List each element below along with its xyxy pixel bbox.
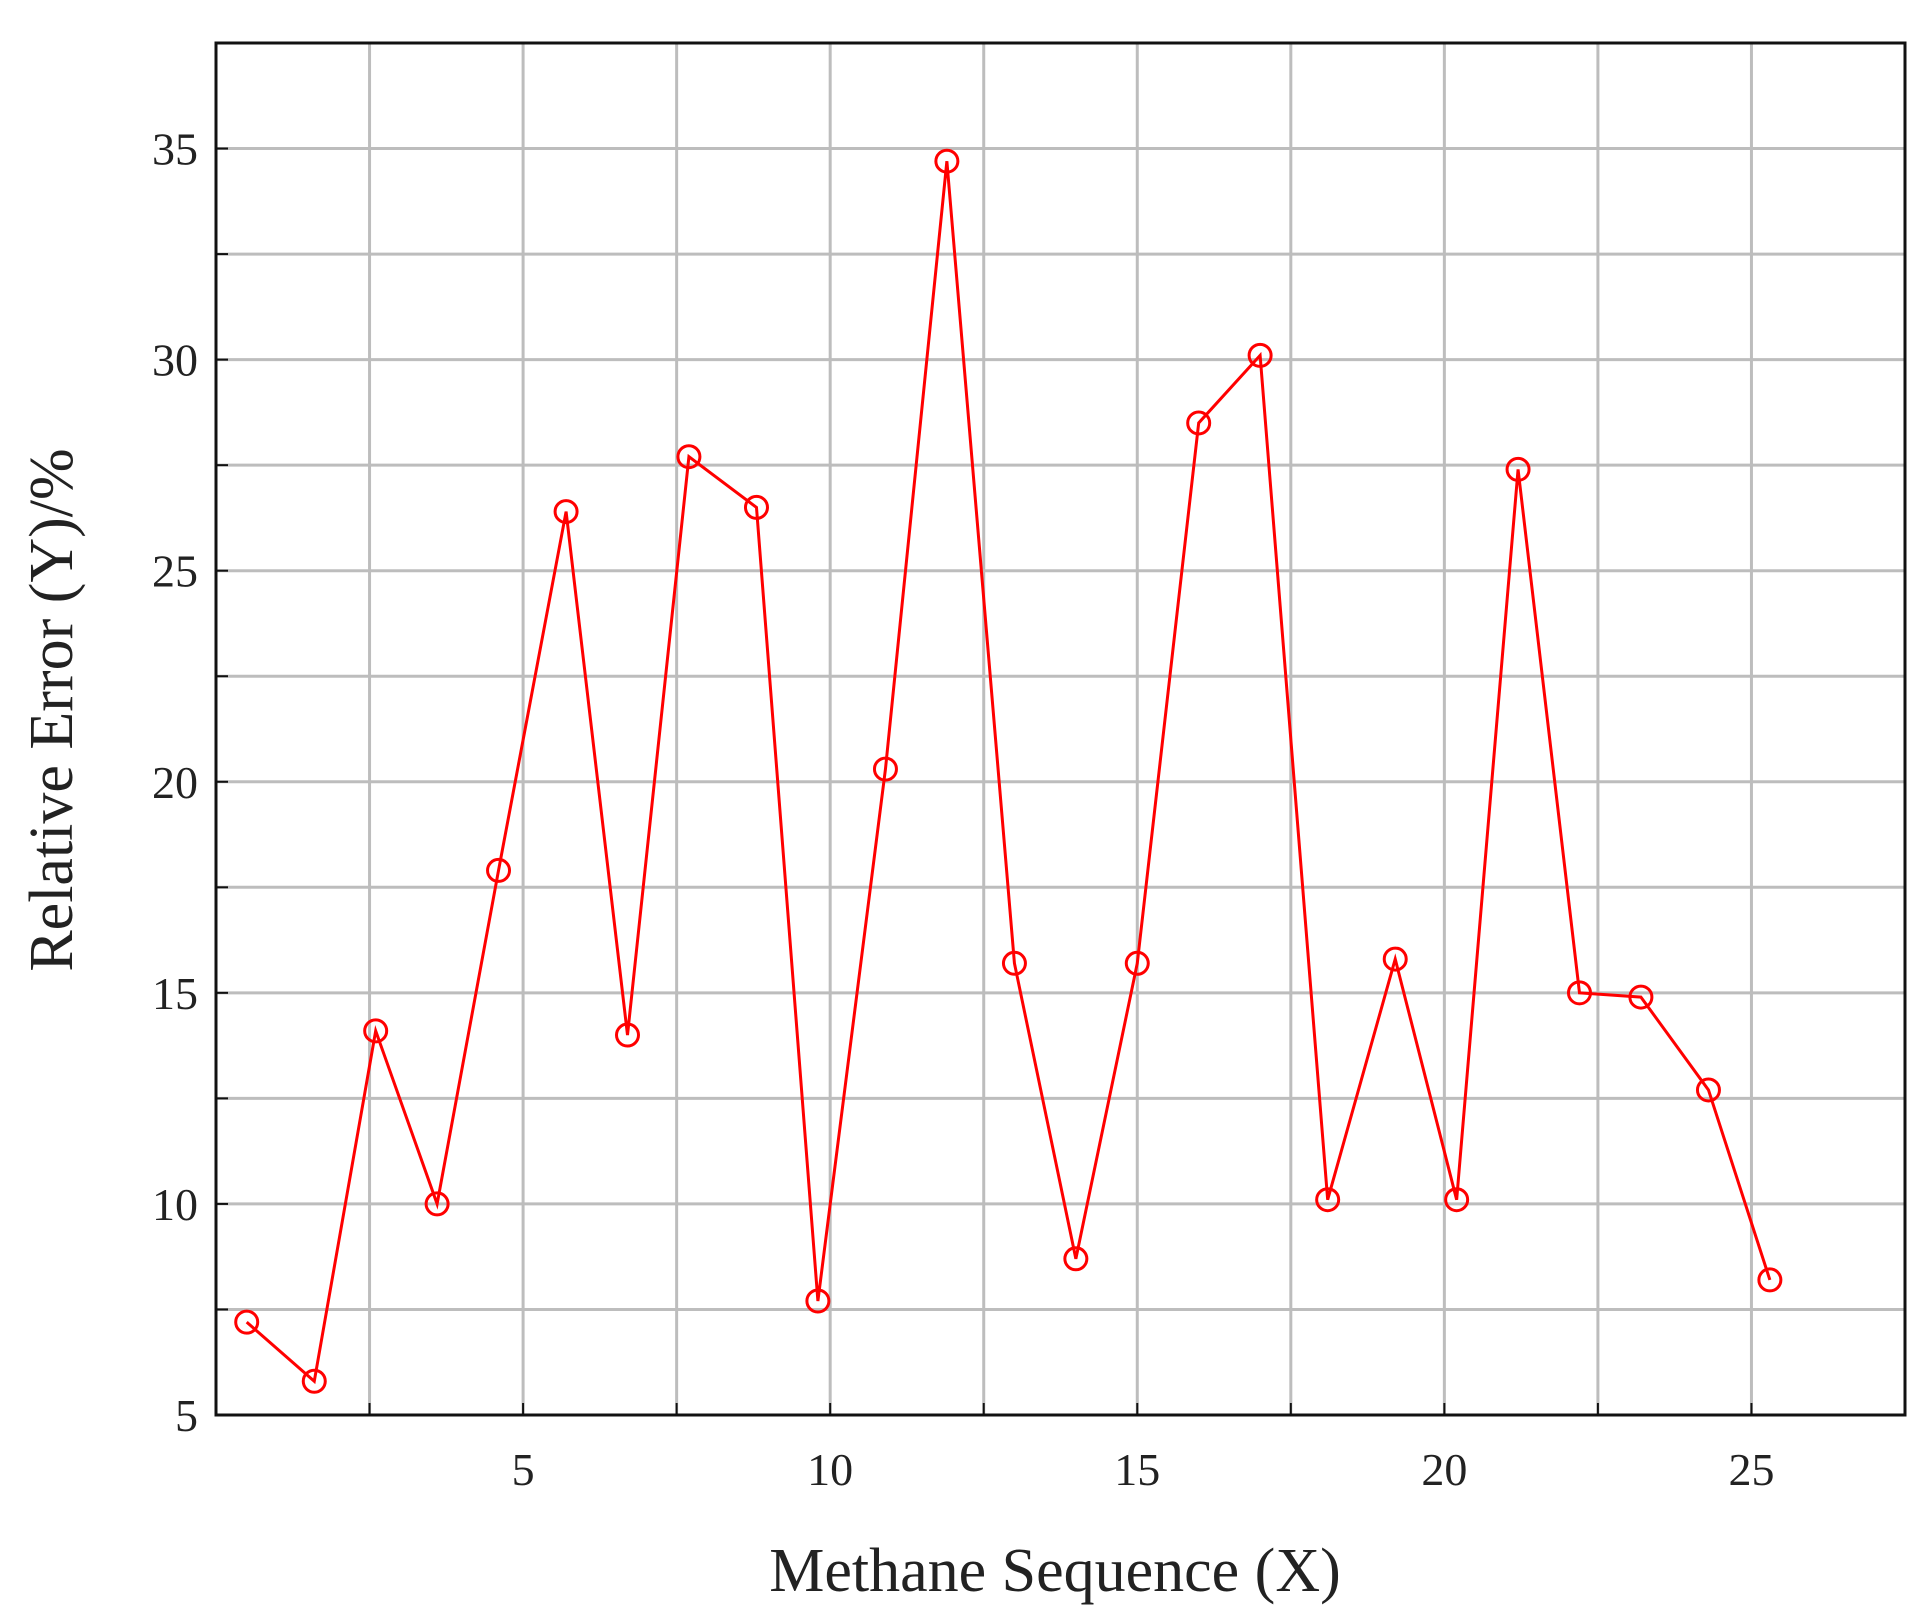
data-point <box>805 1288 831 1314</box>
x-tick-label: 25 <box>1728 1444 1774 1495</box>
data-point <box>1063 1246 1089 1272</box>
data-point <box>1315 1187 1341 1213</box>
x-tick-label: 10 <box>807 1444 853 1495</box>
data-point <box>1247 342 1273 368</box>
data-point <box>1566 980 1592 1006</box>
data-point <box>1186 410 1212 436</box>
x-tick-label: 20 <box>1421 1444 1467 1495</box>
data-point <box>1505 456 1531 482</box>
y-tick-label: 20 <box>152 757 198 808</box>
axis-ticks: 5 10 15 20 25 5 10 15 20 25 30 35 <box>152 124 1774 1495</box>
y-axis-title: Relative Error (Y)/% <box>18 448 86 971</box>
data-point <box>1124 950 1150 976</box>
data-point <box>234 1309 260 1335</box>
data-point <box>1628 984 1654 1010</box>
y-tick-label: 35 <box>152 124 198 175</box>
data-point <box>1382 946 1408 972</box>
data-point <box>743 494 769 520</box>
x-tick-label: 15 <box>1114 1444 1160 1495</box>
data-point <box>872 756 898 782</box>
data-point <box>676 444 702 470</box>
x-axis-title: Methane Sequence (X) <box>769 1537 1341 1605</box>
grid-lines <box>216 43 1905 1415</box>
y-tick-label: 10 <box>152 1179 198 1230</box>
data-point <box>363 1018 389 1044</box>
data-point <box>934 148 960 174</box>
x-tick-label: 5 <box>512 1444 535 1495</box>
data-point <box>1444 1187 1470 1213</box>
data-point <box>1695 1077 1721 1103</box>
y-tick-label: 15 <box>152 968 198 1019</box>
data-point <box>424 1191 450 1217</box>
plot-border <box>214 41 1907 1417</box>
data-series <box>234 148 1783 1394</box>
data-point <box>615 1022 641 1048</box>
data-point <box>1001 950 1027 976</box>
y-tick-label: 25 <box>152 546 198 597</box>
axis-labels: Methane Sequence (X) Relative Error (Y)/… <box>18 448 1341 1605</box>
series-line <box>245 161 1772 1385</box>
y-tick-label: 30 <box>152 335 198 386</box>
y-tick-label: 5 <box>175 1390 198 1441</box>
plot-frame <box>214 41 1907 1417</box>
data-point <box>553 499 579 525</box>
data-point <box>1757 1267 1783 1293</box>
data-point <box>301 1368 327 1394</box>
data-point <box>486 857 512 883</box>
